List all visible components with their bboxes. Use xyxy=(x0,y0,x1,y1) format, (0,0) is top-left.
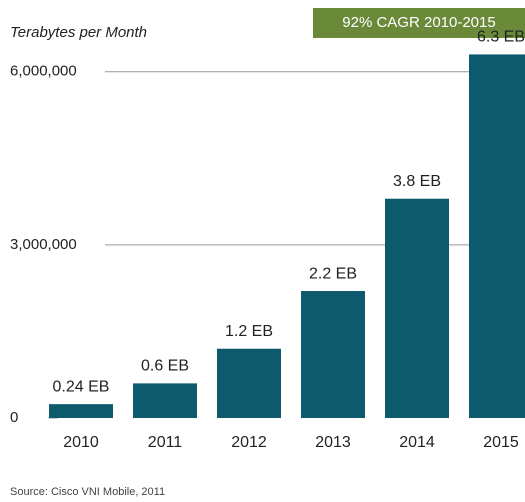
data-label: 0.24 EB xyxy=(53,378,110,395)
y-tick-label: 0 xyxy=(10,409,18,426)
x-tick-label: 2010 xyxy=(63,434,99,451)
bar xyxy=(469,54,525,418)
source: Source: Cisco VNI Mobile, 2011 xyxy=(10,486,165,498)
bar xyxy=(133,383,197,418)
data-label: 0.6 EB xyxy=(141,358,189,375)
chart-title: Terabytes per Month xyxy=(10,24,147,41)
bar xyxy=(301,291,365,418)
x-tick-label: 2013 xyxy=(315,434,351,451)
data-label: 3.8 EB xyxy=(393,173,441,190)
bar xyxy=(385,198,449,418)
y-tick-label: 3,000,000 xyxy=(10,236,77,253)
x-tick-label: 2011 xyxy=(148,434,183,451)
x-tick-label: 2014 xyxy=(399,434,435,451)
bar xyxy=(217,348,281,418)
annotation-box xyxy=(313,8,525,38)
data-label: 1.2 EB xyxy=(225,323,273,340)
x-tick-label: 2012 xyxy=(231,434,267,451)
annotation: 92% CAGR 2010-2015 xyxy=(342,14,495,31)
bar xyxy=(49,404,113,418)
data-label: 6.3 EB xyxy=(477,29,525,46)
y-tick-label: 6,000,000 xyxy=(10,63,77,80)
data-label: 2.2 EB xyxy=(309,265,357,282)
x-tick-label: 2015 xyxy=(483,434,519,451)
